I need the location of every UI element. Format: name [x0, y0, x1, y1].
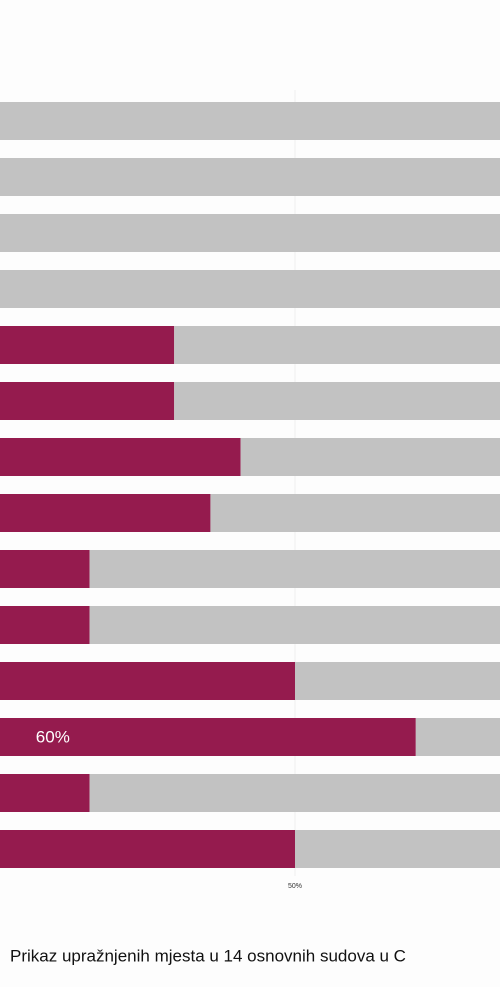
bar-segment [89, 774, 500, 812]
bar-segment [210, 494, 500, 532]
bar-segment [0, 550, 90, 588]
x-tick-label: 50% [288, 883, 302, 890]
bar-segment [0, 606, 90, 644]
bar-segment [0, 774, 90, 812]
bar-segment [0, 270, 500, 308]
bar-segment [0, 662, 295, 700]
bar-segment [0, 438, 241, 476]
chart-title: Prikaz upražnjenih mjesta u 14 osnovnih … [10, 946, 406, 965]
bar-segment [295, 662, 500, 700]
bar-segment [240, 438, 500, 476]
bar-segment [295, 830, 500, 868]
bar-segment [174, 326, 500, 364]
bar-segment [0, 326, 175, 364]
bar-segment [0, 158, 500, 196]
bar-segment [89, 550, 500, 588]
bar-segment [0, 102, 500, 140]
bar-segment [0, 494, 211, 532]
value-label: 60% [36, 727, 70, 746]
bar-segment [0, 718, 416, 756]
bar-segment [0, 382, 175, 420]
bar-segment [0, 214, 500, 252]
bar-segment [415, 718, 500, 756]
bar-segment [174, 382, 500, 420]
bar-segment [89, 606, 500, 644]
bar-segment [0, 830, 295, 868]
